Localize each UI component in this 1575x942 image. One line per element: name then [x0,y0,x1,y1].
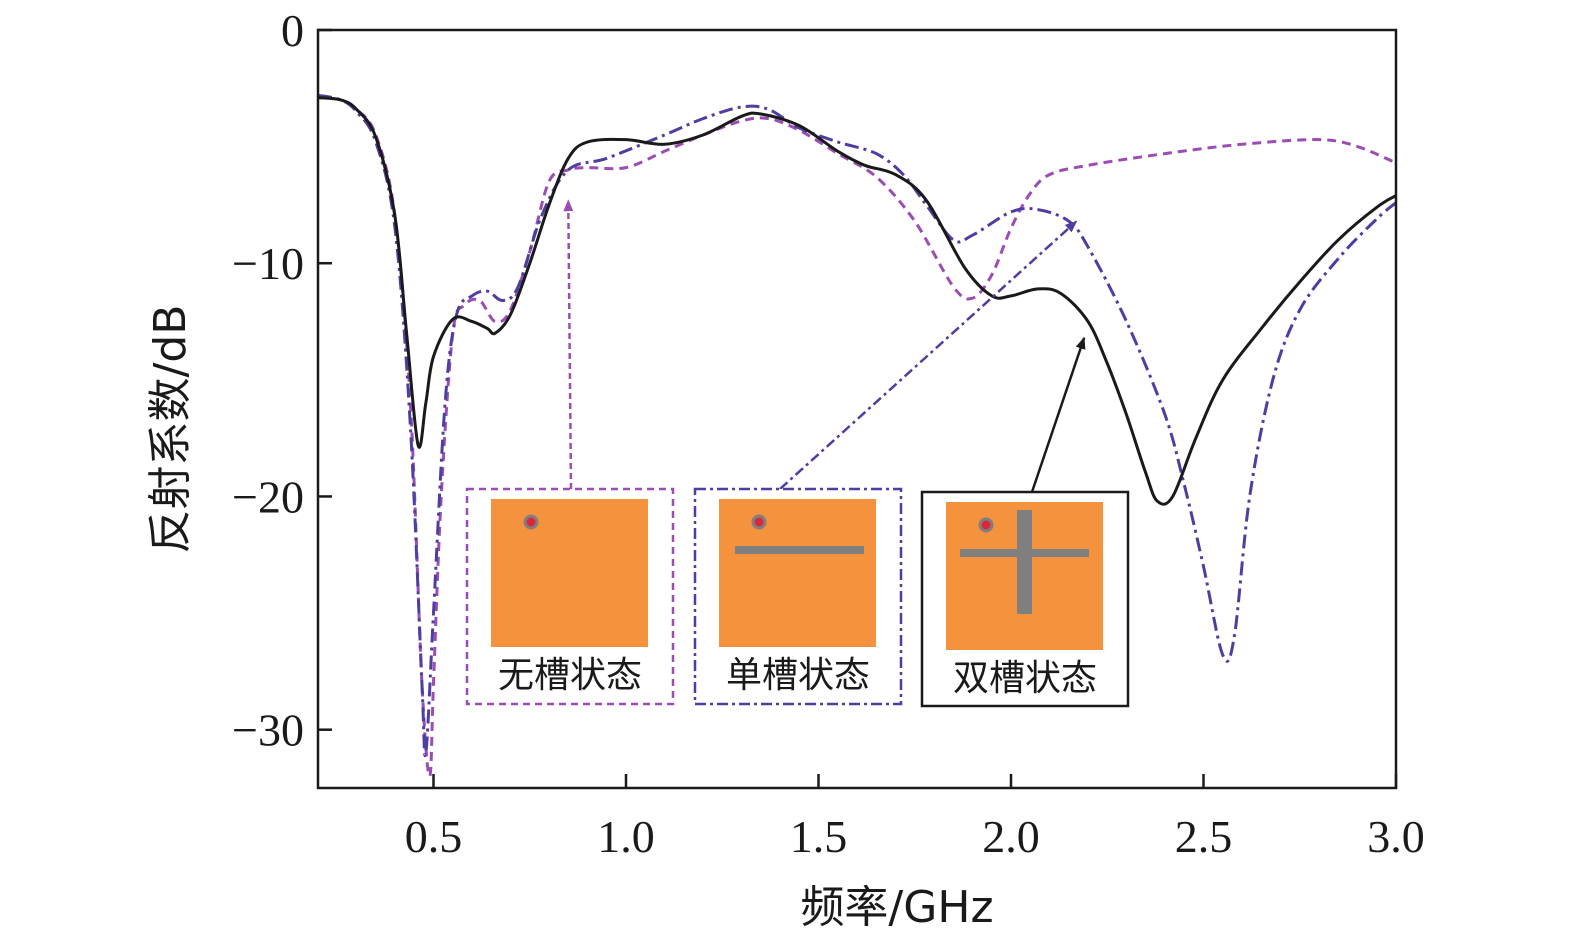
inset-cross: 双槽状态 [920,490,1130,708]
vertical-slot [1017,510,1032,614]
feed-point [978,517,994,533]
patch-square [491,499,648,647]
inset-horizontal: 单槽状态 [693,487,903,706]
y-tick-label: −20 [232,471,304,522]
inset-label: 双槽状态 [953,658,1097,699]
inset-none: 无槽状态 [465,487,675,706]
x-tick-label: 3.0 [1367,811,1425,862]
inset-arrow [563,199,574,490]
feed-point [523,514,539,530]
inset-arrow [779,220,1078,490]
plot-frame [316,28,1398,790]
series-line-dashed [318,96,1396,778]
inset-label: 单槽状态 [726,655,870,696]
x-tick-label: 2.5 [1175,811,1233,862]
arrows-layer [563,199,1086,493]
x-tick-label: 0.5 [405,811,463,862]
y-axis-label: 反射系数/dB [145,305,196,554]
y-tick-label: −30 [232,705,304,756]
insets-layer: 无槽状态 单槽状态 双槽状态 [465,487,1130,708]
inset-label: 无槽状态 [498,655,642,696]
x-tick-label: 2.0 [982,811,1040,862]
x-tick-label: 1.5 [790,811,848,862]
inset-arrow [1030,336,1086,493]
feed-point [751,514,767,530]
y-tick-label: 0 [281,5,304,56]
horizontal-slot [735,546,864,554]
x-axis-label: 频率/GHz [800,882,993,933]
patch-square [719,499,876,647]
curves-layer [318,93,1396,778]
x-tick-label: 1.0 [597,811,655,862]
series-line-solid [318,96,1396,506]
y-tick-label: −10 [232,238,304,289]
axes-layer: 0.5 1.0 1.5 2.0 2.5 3.0 0 −10 −20 −30 [232,5,1425,862]
series-line-dashdot [318,93,1396,757]
